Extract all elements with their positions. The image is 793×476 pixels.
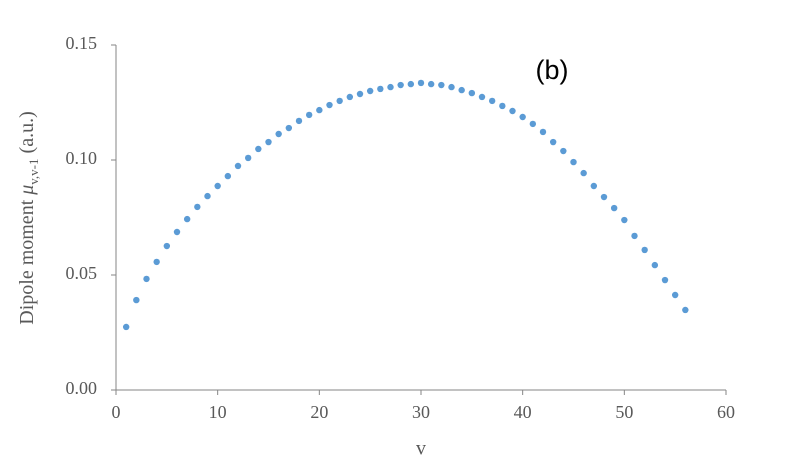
x-axis-label: v xyxy=(416,438,426,460)
point xyxy=(244,154,252,162)
y-tick-label: 0.10 xyxy=(66,148,98,168)
point xyxy=(621,216,628,224)
point xyxy=(488,97,496,105)
point xyxy=(549,138,557,146)
point xyxy=(417,79,425,87)
point xyxy=(478,93,486,101)
point xyxy=(153,258,160,266)
point xyxy=(448,83,455,91)
y-axis-label: Dipole moment μv,v-1 (a.u.) xyxy=(16,111,42,324)
point xyxy=(671,291,679,299)
x-tick-label: 30 xyxy=(412,402,430,422)
point xyxy=(651,261,659,269)
point xyxy=(661,276,669,284)
point xyxy=(305,111,313,119)
point xyxy=(356,90,364,98)
point xyxy=(610,204,618,212)
point xyxy=(499,102,506,110)
point xyxy=(468,89,476,97)
x-tick-label: 10 xyxy=(209,402,227,422)
y-label-symbol: μ xyxy=(16,185,38,196)
point xyxy=(194,203,201,211)
y-tick-label: 0.05 xyxy=(66,263,98,283)
point xyxy=(600,193,608,201)
point xyxy=(183,215,191,223)
x-tick-label: 60 xyxy=(717,402,735,422)
point xyxy=(173,228,181,236)
point xyxy=(265,138,272,146)
point xyxy=(377,85,384,93)
point xyxy=(529,120,537,128)
point xyxy=(631,232,638,240)
point xyxy=(438,81,445,89)
point xyxy=(387,83,394,91)
point xyxy=(255,145,262,153)
point xyxy=(641,246,648,254)
point xyxy=(122,323,130,331)
point xyxy=(580,169,587,177)
point xyxy=(458,86,465,94)
x-tick-label: 0 xyxy=(112,402,121,422)
y-label-unit: (a.u.) xyxy=(16,111,38,158)
point xyxy=(275,130,282,138)
x-tick-label: 20 xyxy=(310,402,328,422)
point xyxy=(316,106,323,114)
y-tick-label: 0.00 xyxy=(66,378,98,398)
x-tick-label: 40 xyxy=(514,402,532,422)
point xyxy=(285,124,293,132)
y-label-text: Dipole moment xyxy=(16,195,38,325)
point xyxy=(570,158,577,166)
point xyxy=(295,117,303,125)
point xyxy=(326,101,333,109)
point xyxy=(682,306,689,314)
y-label-subscript: v,v-1 xyxy=(26,158,41,184)
point xyxy=(509,107,516,115)
point xyxy=(214,182,221,190)
point xyxy=(163,242,171,250)
point xyxy=(224,172,232,180)
point xyxy=(427,80,435,88)
point xyxy=(143,275,150,283)
point xyxy=(519,113,526,121)
point xyxy=(560,147,567,155)
x-tick-label: 50 xyxy=(615,402,633,422)
point xyxy=(204,192,211,200)
y-tick-label: 0.15 xyxy=(66,33,98,53)
point xyxy=(346,93,354,101)
point xyxy=(133,296,140,304)
point xyxy=(397,81,404,89)
point xyxy=(234,162,242,170)
point xyxy=(366,87,374,95)
point xyxy=(336,97,343,105)
point xyxy=(539,128,547,136)
annotation: (b) xyxy=(536,55,569,85)
point xyxy=(590,182,598,190)
point xyxy=(407,80,415,88)
